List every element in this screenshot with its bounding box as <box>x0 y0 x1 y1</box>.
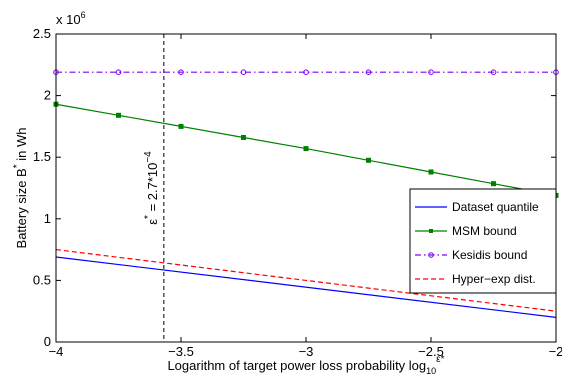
series-3 <box>55 249 557 312</box>
legend-label: Dataset quantile <box>452 200 539 214</box>
x-tick-label: −2 <box>549 344 562 359</box>
data-point <box>491 181 496 187</box>
data-point <box>428 169 434 175</box>
legend-item: Hyper−exp dist. <box>415 272 536 286</box>
y-exponent-label: x 106 <box>56 10 86 27</box>
data-point <box>428 69 434 75</box>
data-point <box>178 123 184 129</box>
series-line <box>55 249 557 312</box>
legend-marker <box>429 229 433 233</box>
y-tick-label: 1 <box>44 211 51 226</box>
x-tick-label: −4 <box>49 344 64 359</box>
data-point <box>116 112 121 118</box>
y-axis-label: Battery size B* in Wh <box>12 128 29 249</box>
legend-label: Kesidis bound <box>452 248 527 262</box>
y-tick-label: 0 <box>44 334 51 349</box>
threshold-label: ε* = 2.7*10−4 <box>143 151 160 225</box>
data-point <box>240 69 247 75</box>
y-tick-label: 0.5 <box>33 272 51 287</box>
data-point <box>365 69 372 75</box>
legend-marker <box>428 252 434 258</box>
legend-item: Kesidis bound <box>415 248 527 262</box>
legend-label: Hyper−exp dist. <box>452 272 536 286</box>
annotation-layer: ε* = 2.7*10−4 <box>143 34 165 342</box>
plot-area <box>56 34 556 342</box>
y-tick-label: 2 <box>44 88 51 103</box>
series-0 <box>55 256 557 318</box>
series-layer <box>53 69 559 318</box>
data-point <box>178 69 184 75</box>
x-tick-label: −3.5 <box>168 344 194 359</box>
data-point <box>115 69 122 75</box>
y-ticks: 0 0.5 1 1.5 2 2.5 <box>33 26 556 349</box>
series-line <box>55 256 557 318</box>
data-point <box>490 69 497 75</box>
legend-item: MSM bound <box>415 224 517 238</box>
data-point <box>303 146 309 152</box>
y-tick-label: 2.5 <box>33 26 51 41</box>
legend: Dataset quantile MSM bound Kesidis bound Hy… <box>409 188 557 294</box>
data-point <box>366 157 371 163</box>
legend-label: MSM bound <box>452 224 517 238</box>
y-tick-label: 1.5 <box>33 149 51 164</box>
x-tick-label: −3 <box>299 344 314 359</box>
data-point <box>303 69 309 75</box>
data-point <box>241 134 246 140</box>
legend-item: Dataset quantile <box>415 200 539 214</box>
x-axis-label: Logarithm of target power loss probabili… <box>167 354 444 376</box>
legend-box <box>409 188 557 294</box>
x-tick-label: −2.5 <box>418 344 444 359</box>
x-ticks: −4 −3.5 −3 −2.5 −2 <box>49 34 562 359</box>
